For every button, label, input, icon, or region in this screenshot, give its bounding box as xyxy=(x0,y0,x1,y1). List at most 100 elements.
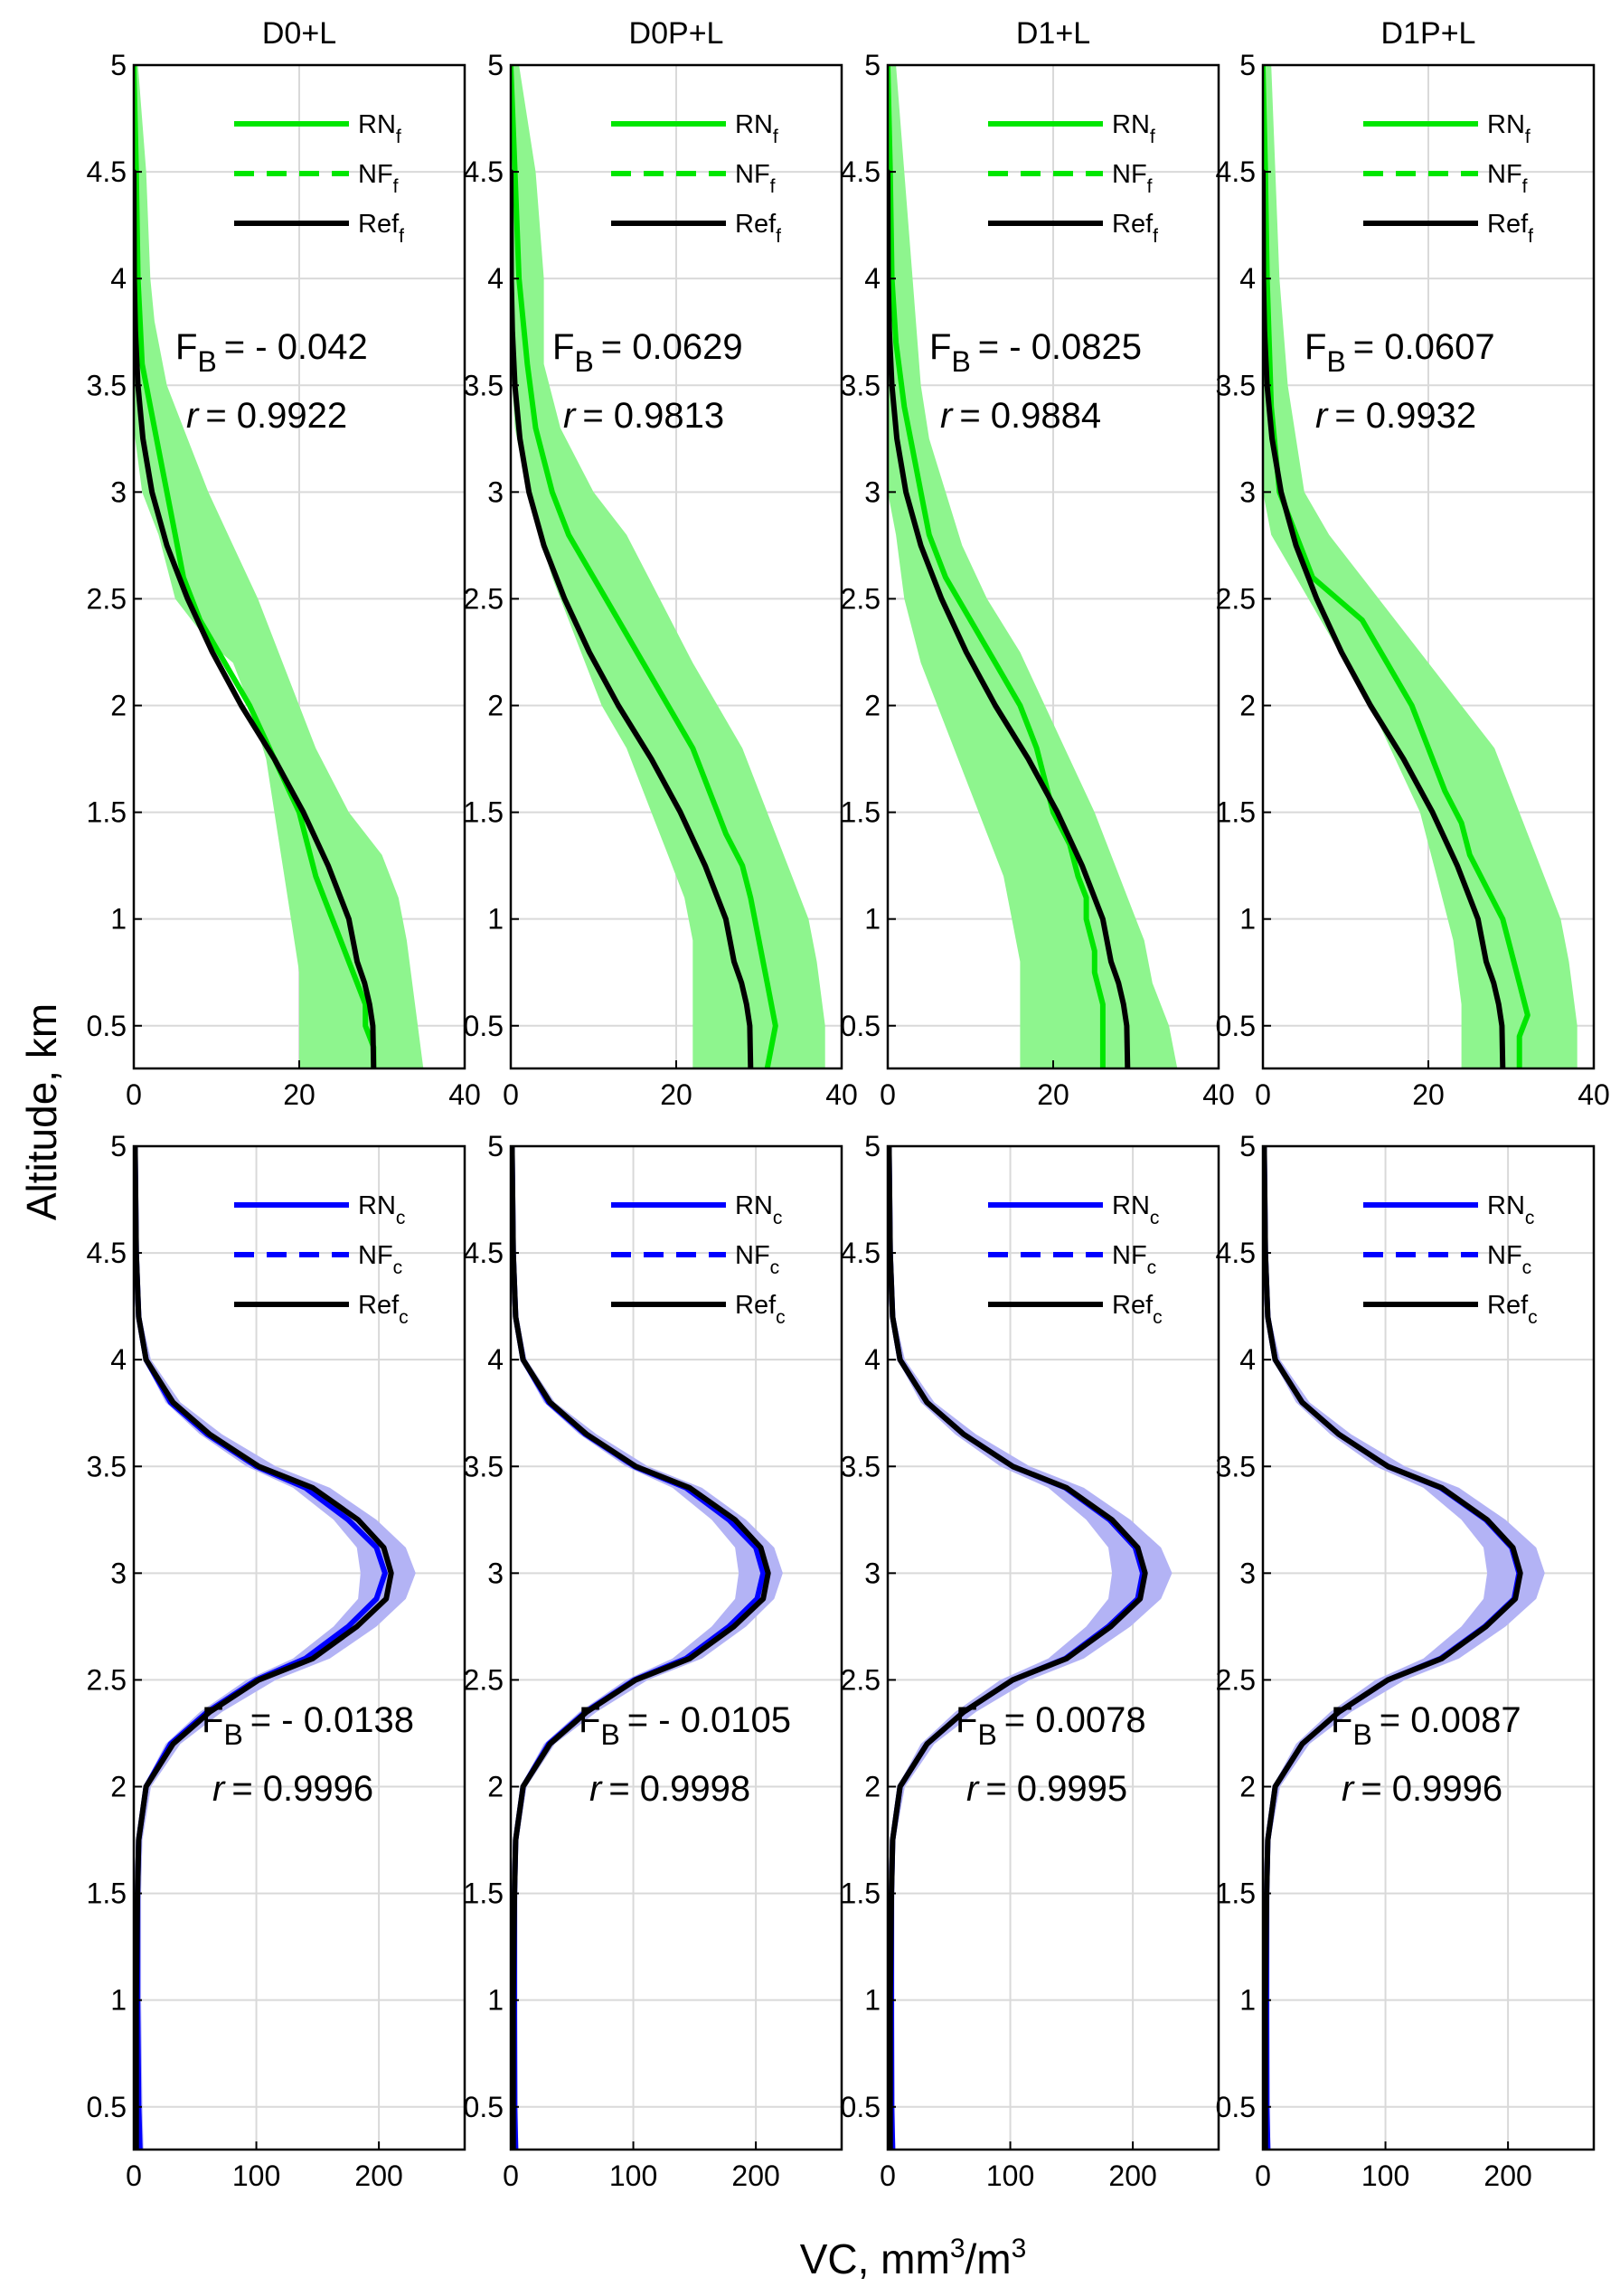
correlation-label: r xyxy=(212,1769,226,1809)
bias-label: F xyxy=(929,327,951,367)
y-tick-label: 4 xyxy=(110,262,127,295)
correlation-label: r xyxy=(966,1769,980,1809)
y-tick-label: 0.5 xyxy=(464,1010,504,1042)
y-tick-label: 4.5 xyxy=(87,1237,127,1269)
y-tick-label: 3 xyxy=(110,1557,127,1589)
correlation-annotation: r = 0.9884 xyxy=(940,396,1101,436)
legend-label: Refc xyxy=(735,1291,786,1328)
legend-label-sub: c xyxy=(776,1307,786,1328)
y-tick-label: 1.5 xyxy=(464,796,504,829)
panel-2-3-frame xyxy=(886,1144,1220,2151)
x-tick-label: 40 xyxy=(825,1078,858,1111)
bias-annotation: FB = - 0.042 xyxy=(175,327,368,378)
bias-annotation: FB = - 0.0105 xyxy=(579,1700,791,1751)
legend-label-sub: f xyxy=(773,127,778,147)
y-tick-label: 0.5 xyxy=(87,1010,127,1042)
legend-label-base: RN xyxy=(735,110,773,139)
x-tick-label: 0 xyxy=(1255,2160,1271,2192)
panel-1-3: 0 20 400.511.522.533.544.55D1+LRNfNFfReffF… xyxy=(841,16,1235,1111)
panel-2-4-plot-area xyxy=(1263,1146,1545,2150)
bias-annotation: FB = 0.0087 xyxy=(1331,1700,1521,1751)
correlation-value: = 0.9996 xyxy=(231,1769,373,1809)
y-tick-label: 3 xyxy=(864,1557,881,1589)
x-tick-label: 20 xyxy=(1412,1078,1445,1111)
x-tick-label: 40 xyxy=(1202,1078,1235,1111)
legend-label: NFf xyxy=(358,160,399,197)
y-tick-label: 2.5 xyxy=(87,582,127,615)
y-tick-label: 3.5 xyxy=(1216,369,1256,401)
rn-series-line xyxy=(134,1146,388,2150)
legend-label: RNc xyxy=(1112,1191,1159,1228)
legend-label-base: RN xyxy=(1487,1191,1525,1220)
correlation-label: r xyxy=(589,1769,603,1809)
legend-label: RNf xyxy=(1487,110,1531,147)
bias-label: F xyxy=(1331,1700,1352,1740)
y-tick-label: 4.5 xyxy=(1216,155,1256,188)
y-tick-label: 2 xyxy=(110,690,127,722)
legend-label-sub: c xyxy=(1150,1208,1160,1228)
legend-label: NFf xyxy=(1487,160,1528,197)
y-tick-label: 5 xyxy=(1239,1130,1256,1162)
y-tick-label: 4.5 xyxy=(464,155,504,188)
x-tick-label: 200 xyxy=(1108,2160,1156,2192)
y-tick-label: 2 xyxy=(1239,690,1256,722)
y-tick-label: 0.5 xyxy=(841,1010,881,1042)
y-tick-label: 0.5 xyxy=(464,2091,504,2123)
bias-value: = 0.0629 xyxy=(601,327,743,367)
bias-label: F xyxy=(1304,327,1326,367)
y-tick-label: 4 xyxy=(864,1343,881,1376)
bias-label-sub: B xyxy=(1352,1718,1371,1751)
bias-annotation: FB = - 0.0138 xyxy=(202,1700,414,1751)
correlation-value: = 0.9998 xyxy=(608,1769,750,1809)
legend-label: RNc xyxy=(358,1191,405,1228)
x-axis-label-sup2: 3 xyxy=(1012,2234,1027,2263)
y-tick-label: 4.5 xyxy=(464,1237,504,1269)
y-tick-label: 1 xyxy=(864,903,881,936)
y-tick-label: 0.5 xyxy=(1216,2091,1256,2123)
x-tick-label: 100 xyxy=(1361,2160,1409,2192)
legend-label-base: Ref xyxy=(358,210,400,239)
bias-annotation: FB = - 0.0825 xyxy=(929,327,1142,378)
x-tick-label: 0 xyxy=(1255,1078,1271,1111)
legend-label-base: Ref xyxy=(735,210,777,239)
y-tick-label: 2.5 xyxy=(464,1663,504,1696)
y-tick-label: 2 xyxy=(864,1771,881,1803)
legend-label-base: NF xyxy=(358,160,393,189)
legend-label-base: NF xyxy=(1487,160,1522,189)
legend-label: NFc xyxy=(735,1241,779,1278)
legend-label-sub: f xyxy=(1528,226,1533,247)
legend-label-sub: c xyxy=(1522,1257,1532,1278)
y-tick-label: 2 xyxy=(487,1771,504,1803)
legend-label-sub: c xyxy=(773,1208,783,1228)
legend-label-sub: f xyxy=(776,226,781,247)
legend-label: Refc xyxy=(1487,1291,1538,1328)
y-tick-label: 2.5 xyxy=(841,582,881,615)
legend-label-sub: c xyxy=(393,1257,403,1278)
correlation-label: r xyxy=(940,396,954,436)
correlation-annotation: r = 0.9996 xyxy=(212,1769,373,1809)
legend-label-base: NF xyxy=(358,1241,393,1270)
uncertainty-band xyxy=(888,65,1178,1068)
y-tick-label: 3.5 xyxy=(87,369,127,401)
x-tick-label: 200 xyxy=(1483,2160,1531,2192)
bias-value: = 0.0087 xyxy=(1380,1700,1521,1740)
bias-annotation: FB = 0.0629 xyxy=(552,327,743,378)
x-tick-label: 0 xyxy=(126,2160,142,2192)
y-tick-label: 3.5 xyxy=(464,1450,504,1482)
bias-value: = - 0.0138 xyxy=(250,1700,414,1740)
legend-label-base: NF xyxy=(735,160,770,189)
legend-label: Reff xyxy=(735,210,781,247)
panel-1-4: 0 20 400.511.522.533.544.55D1P+LRNfNFfReff… xyxy=(1216,16,1610,1111)
bias-label-sub: B xyxy=(1326,345,1345,378)
y-tick-label: 0.5 xyxy=(1216,1010,1256,1042)
legend-label: NFc xyxy=(1487,1241,1531,1278)
bias-value: = - 0.0105 xyxy=(627,1700,791,1740)
y-tick-label: 1 xyxy=(1239,903,1256,936)
bias-value: = - 0.042 xyxy=(224,327,368,367)
legend-label-base: NF xyxy=(1112,1241,1147,1270)
y-tick-label: 3 xyxy=(487,475,504,508)
y-tick-label: 3.5 xyxy=(87,1450,127,1482)
